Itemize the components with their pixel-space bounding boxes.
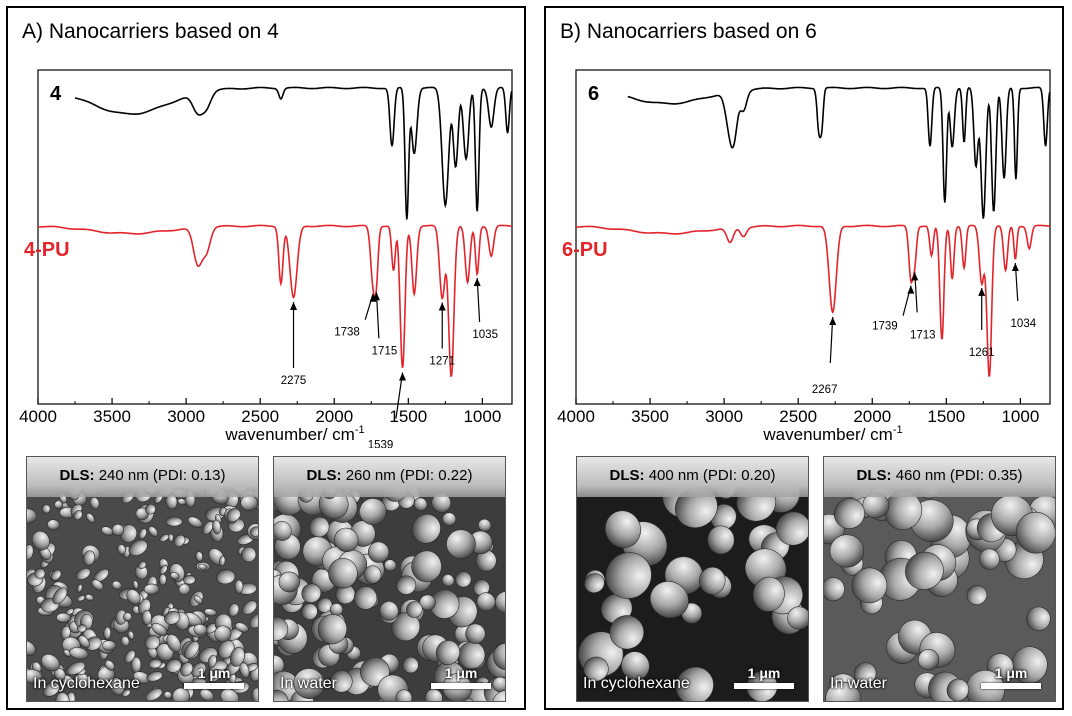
top-trace-label: 4 (50, 83, 62, 105)
medium-label: In cyclohexane (583, 675, 690, 692)
peak-label: 1271 (429, 355, 455, 367)
dls-value: 240 nm (PDI: 0.13) (94, 467, 226, 484)
plot-frame (37, 69, 513, 405)
ftir-spectrum-b: 4000 3500 3000 2500 2000 1500 1000 wavenumber/ … (557, 69, 1051, 444)
x-tick-label: 1500 (389, 407, 427, 426)
peak-label: 1738 (334, 327, 360, 339)
x-tick-label: 1500 (927, 407, 965, 426)
peak-label: 1715 (372, 345, 398, 357)
dls-banner: DLS: 400 nm (PDI: 0.20) (577, 457, 808, 497)
x-tick-label: 1000 (1001, 407, 1039, 426)
peak-arrow-head (399, 372, 407, 381)
spectrum-trace-top (627, 86, 1051, 219)
spectrum-trace-bottom (38, 224, 512, 378)
dls-value: 260 nm (PDI: 0.22) (341, 467, 473, 484)
dls-label: DLS: (306, 467, 342, 484)
dls-label: DLS: (609, 467, 645, 484)
scale-bar (981, 683, 1041, 689)
scale-label: 1 μm (994, 665, 1028, 681)
x-tick-label: 2500 (779, 407, 817, 426)
sem-image-cyclohexane: DLS: 400 nm (PDI: 0.20) In cyclohexane 1… (576, 456, 809, 702)
scale-label: 1 μm (747, 665, 781, 681)
x-axis-label: wavenumber/ cm-1 (762, 424, 902, 444)
sem-image-cyclohexane: DLS: 240 nm (PDI: 0.13) In cyclohexane 1… (26, 456, 259, 702)
x-axis-label-superscript: -1 (893, 424, 903, 436)
plot-frame (575, 69, 1051, 405)
dls-value: 400 nm (PDI: 0.20) (644, 467, 776, 484)
sem-micrograph (27, 457, 258, 701)
peak-arrow-head (907, 285, 915, 294)
sem-micrograph (577, 457, 808, 701)
peak-label: 1739 (872, 321, 898, 333)
ftir-spectrum-a: 4000 3500 3000 2500 2000 1500 1000 wavenumber/ … (19, 69, 513, 448)
dls-banner: DLS: 260 nm (PDI: 0.22) (274, 457, 505, 497)
peak-label: 1034 (1011, 318, 1037, 330)
bottom-trace-label: 6-PU (562, 239, 608, 261)
dls-banner: DLS: 460 nm (PDI: 0.35) (824, 457, 1055, 497)
dls-label: DLS: (856, 467, 892, 484)
peak-label: 1261 (969, 347, 995, 359)
x-axis-label-superscript: -1 (355, 424, 365, 436)
peak-arrow-head (1011, 263, 1019, 272)
x-tick-label: 2000 (315, 407, 353, 426)
scale-bar (184, 683, 244, 689)
spectrum-trace-top (74, 86, 513, 220)
scale-label: 1 μm (197, 665, 231, 681)
peak-label: 1035 (472, 329, 498, 341)
x-tick-label: 3000 (705, 407, 743, 426)
peak-label: 1713 (910, 329, 936, 341)
x-tick-label: 3500 (93, 407, 131, 426)
peak-label: 2267 (812, 384, 838, 396)
peak-arrow-head (372, 292, 380, 301)
sem-micrograph (824, 457, 1055, 701)
peak-arrow-head (911, 272, 919, 281)
peak-arrow-head (438, 302, 446, 311)
spectrum-trace-bottom (576, 224, 1050, 378)
peak-label: 2275 (281, 375, 307, 387)
dls-label: DLS: (59, 467, 95, 484)
panel-title: B) Nanocarriers based on 6 (560, 20, 817, 43)
scale-label: 1 μm (444, 665, 478, 681)
peak-label: 1539 (368, 440, 394, 448)
dls-banner: DLS: 240 nm (PDI: 0.13) (27, 457, 258, 497)
scale-bar (431, 683, 491, 689)
sem-image-water: DLS: 460 nm (PDI: 0.35) In water 1 μm (823, 456, 1056, 702)
x-axis-label: wavenumber/ cm-1 (224, 424, 364, 444)
bottom-trace-label: 4-PU (24, 239, 70, 261)
panel-title: A) Nanocarriers based on 4 (22, 20, 279, 43)
scale-bar (734, 683, 794, 689)
dls-value: 460 nm (PDI: 0.35) (891, 467, 1023, 484)
x-tick-label: 2000 (853, 407, 891, 426)
sem-micrograph (274, 457, 505, 701)
peak-arrow-head (829, 317, 837, 326)
top-trace-label: 6 (588, 83, 599, 105)
medium-label: In cyclohexane (33, 675, 140, 692)
sem-image-water: DLS: 260 nm (PDI: 0.22) In water 1 μm (273, 456, 506, 702)
x-tick-label: 4000 (19, 407, 57, 426)
medium-label: In water (280, 675, 337, 692)
x-tick-label: 3000 (167, 407, 205, 426)
x-tick-label: 3500 (631, 407, 669, 426)
panel-b: B) Nanocarriers based on 6 4000 3500 3000 2… (544, 6, 1064, 710)
panel-a: A) Nanocarriers based on 4 4000 3500 3000 2… (6, 6, 526, 710)
x-tick-label: 2500 (241, 407, 279, 426)
x-tick-label: 1000 (463, 407, 501, 426)
peak-arrow-head (290, 302, 298, 311)
x-tick-label: 4000 (557, 407, 595, 426)
medium-label: In water (830, 675, 887, 692)
peak-arrow-head (978, 287, 986, 296)
peak-arrow-head (473, 278, 481, 287)
